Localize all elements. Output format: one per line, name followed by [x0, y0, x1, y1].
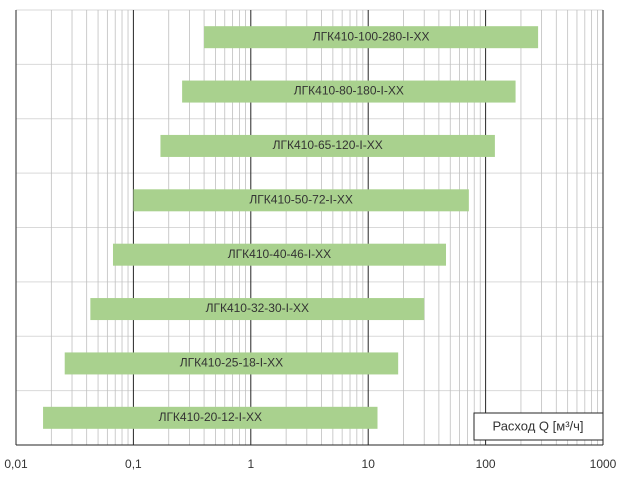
bar-label: ЛГК410-20-12-I-XX [159, 410, 262, 424]
x-tick-label: 10 [362, 457, 376, 471]
x-tick-label: 0,01 [4, 457, 28, 471]
bar [43, 406, 378, 429]
x-tick-label: 0,1 [125, 457, 142, 471]
x-axis-label: Расход Q [м³/ч] [492, 418, 583, 433]
bar [204, 26, 539, 49]
bar-label: ЛГК410-80-180-I-XX [294, 84, 404, 98]
bar [133, 189, 469, 212]
bar [90, 298, 425, 321]
x-tick-label: 1000 [590, 457, 617, 471]
bar-label: ЛГК410-25-18-I-XX [180, 356, 283, 370]
bar-label: ЛГК410-100-280-I-XX [313, 29, 430, 43]
bar-label: ЛГК410-50-72-I-XX [249, 192, 352, 206]
bar [112, 243, 447, 266]
bar-label: ЛГК410-65-120-I-XX [273, 138, 383, 152]
x-tick-label: 100 [476, 457, 496, 471]
bar [182, 80, 516, 103]
bar-label: ЛГК410-32-30-I-XX [206, 301, 309, 315]
axis-label-box [473, 412, 604, 441]
bar [64, 352, 399, 375]
bar [160, 134, 495, 157]
x-tick-label: 1 [247, 457, 254, 471]
bar-label: ЛГК410-40-46-I-XX [228, 247, 331, 261]
